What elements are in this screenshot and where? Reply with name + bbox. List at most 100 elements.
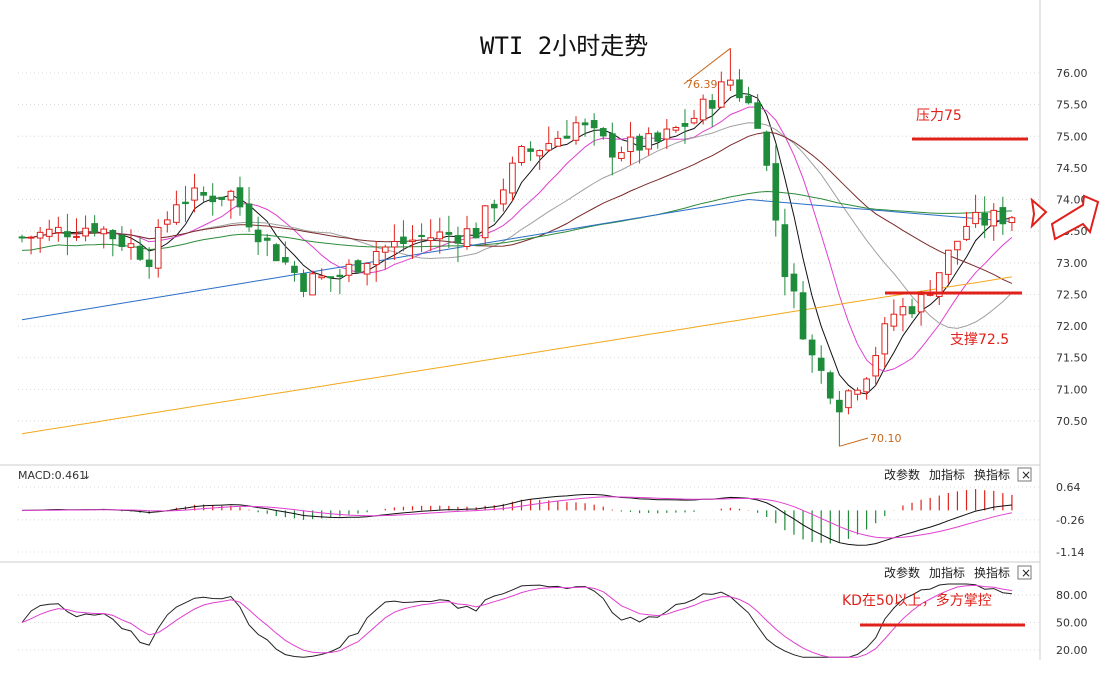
candle-body — [836, 399, 843, 413]
ma30-line — [21, 131, 1013, 284]
y-tick-label: 76.00 — [1056, 67, 1088, 80]
candle-body — [681, 122, 689, 127]
y-tick-label: 74.00 — [1056, 194, 1088, 207]
candle-body — [154, 226, 162, 269]
close-button[interactable] — [1017, 467, 1032, 482]
candle-body — [145, 259, 153, 268]
candle-body — [518, 146, 525, 163]
candle-body — [363, 262, 371, 275]
candle-body — [64, 231, 71, 238]
candle-body — [381, 246, 389, 253]
candle-body — [817, 357, 825, 371]
kd-d-line — [21, 584, 1012, 658]
candle-body — [490, 203, 498, 209]
candle-body — [699, 98, 707, 121]
candle-body — [173, 204, 180, 223]
candle-body — [463, 228, 471, 248]
y-tick-label: 80.00 — [1056, 589, 1088, 602]
change-params-button[interactable]: 改参数 — [884, 565, 920, 580]
macd-value-label: MACD:0.461 — [18, 469, 86, 482]
candle-body — [808, 339, 816, 356]
candle-body — [127, 243, 135, 248]
candle-body — [18, 236, 26, 239]
candle-body — [291, 265, 298, 273]
resistance-label: 压力75 — [916, 108, 962, 124]
y-tick-label: 71.00 — [1056, 383, 1088, 396]
candle-body — [282, 257, 289, 263]
candle-body — [672, 127, 680, 131]
candle-body — [845, 390, 852, 409]
y-tick-label: -0.26 — [1056, 514, 1084, 527]
candle-body — [36, 231, 44, 239]
y-tick-label: 20.00 — [1056, 644, 1088, 657]
y-tick-label: 72.00 — [1056, 320, 1088, 333]
candle-body — [209, 195, 217, 203]
close-icon: × — [1021, 566, 1031, 580]
candle-body — [618, 152, 625, 159]
add-indicator-button[interactable]: 加指标 — [929, 467, 965, 482]
close-button[interactable] — [1017, 565, 1032, 580]
candle-body — [118, 234, 126, 247]
candle-body — [245, 203, 253, 228]
ma60-line — [21, 190, 1012, 251]
candle-body — [409, 239, 416, 243]
y-tick-label: 71.50 — [1056, 352, 1088, 365]
candle-body — [645, 133, 652, 150]
candle-body — [754, 102, 761, 129]
candle-body — [799, 292, 807, 340]
candle-body — [599, 128, 607, 137]
candle-body — [182, 201, 189, 205]
candle-body — [100, 228, 108, 235]
candle-body — [935, 272, 943, 297]
candle-body — [999, 207, 1007, 225]
low-pointer — [839, 437, 869, 447]
candle-body — [136, 245, 144, 260]
y-tick-label: 0.64 — [1056, 481, 1081, 494]
ma5-line — [21, 92, 1012, 395]
candle-body — [318, 275, 326, 279]
candle-body — [400, 236, 407, 244]
candle-body — [272, 244, 280, 262]
switch-indicator-button[interactable]: 换指标 — [974, 565, 1010, 580]
candle-body — [899, 306, 907, 316]
ma10-line — [21, 106, 1013, 372]
candle-body — [545, 143, 553, 151]
switch-indicator-button[interactable]: 换指标 — [974, 467, 1010, 482]
y-tick-label: 72.50 — [1056, 288, 1088, 301]
y-tick-label: -1.14 — [1056, 546, 1084, 559]
candle-body — [563, 135, 571, 139]
candle-body — [772, 163, 780, 221]
candle-body — [654, 132, 662, 142]
candle-body — [917, 294, 925, 313]
candle-body — [745, 95, 752, 104]
macd-dea-line — [22, 496, 1013, 539]
candle-body — [826, 372, 834, 399]
candle-body — [990, 209, 998, 227]
candle-body — [445, 232, 453, 235]
candle-body — [572, 122, 580, 141]
candle-body — [191, 187, 198, 201]
candle-body — [354, 260, 362, 273]
candle-body — [300, 273, 307, 292]
candle-body — [345, 263, 353, 276]
candle-body — [636, 135, 643, 151]
candle-body — [945, 249, 952, 275]
candle-body — [881, 323, 889, 355]
ma250-line — [21, 276, 1012, 435]
candle-body — [372, 251, 380, 266]
candle-body — [781, 224, 789, 278]
candle-body — [872, 355, 880, 377]
candle-body — [554, 137, 562, 147]
candle-body — [45, 228, 53, 237]
support-label: 支撑72.5 — [950, 332, 1009, 348]
change-params-button[interactable]: 改参数 — [884, 467, 920, 482]
candle-body — [763, 131, 771, 166]
y-tick-label: 75.00 — [1056, 130, 1088, 143]
add-indicator-button[interactable]: 加指标 — [929, 565, 965, 580]
y-tick-label: 73.00 — [1056, 257, 1088, 270]
macd-arrow-icon: ↓ — [82, 469, 91, 482]
high-price-label: 76.39 — [686, 78, 718, 91]
candle-body — [254, 229, 262, 243]
